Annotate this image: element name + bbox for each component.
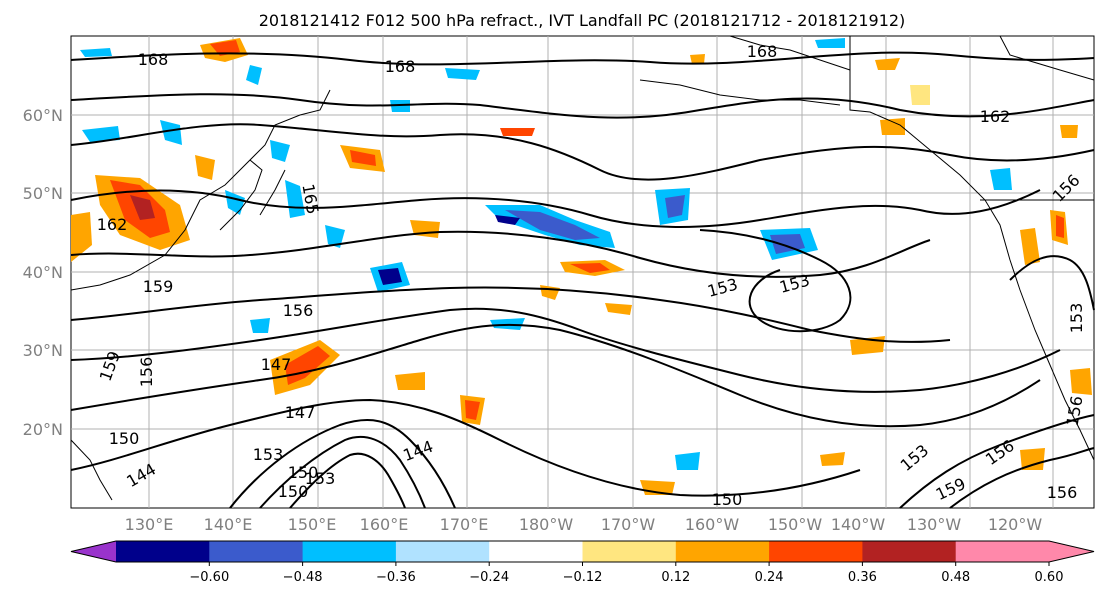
lat-tick: 30°N	[23, 341, 63, 360]
contour-label: 153	[1067, 303, 1086, 334]
contour-label: 159	[143, 277, 174, 296]
lon-tick: 170°E	[440, 515, 489, 534]
lon-tick: 170°W	[601, 515, 656, 534]
lon-tick: 130°E	[125, 515, 174, 534]
colorbar-tick-label: −0.36	[376, 570, 416, 585]
colorbar-segment	[862, 541, 957, 562]
latitude-labels: 60°N 50°N 40°N 30°N 20°N	[23, 106, 63, 439]
contour-label: 162	[97, 215, 128, 234]
colorbar-segment	[116, 541, 210, 562]
contour-label: 150	[109, 429, 140, 448]
colorbar-tick-label: −0.12	[563, 570, 603, 585]
shaded-anomalies	[71, 38, 1092, 495]
lat-tick: 50°N	[23, 184, 63, 203]
colorbar-tick-label: 0.60	[1035, 570, 1064, 585]
contour-label: 156	[1047, 483, 1078, 502]
lon-tick: 120°W	[988, 515, 1043, 534]
colorbar-extend-min	[71, 541, 116, 562]
coastlines	[70, 35, 1095, 501]
colorbar-tick-label: 0.12	[661, 570, 690, 585]
lon-tick: 150°W	[768, 515, 823, 534]
lon-tick: 180°W	[519, 515, 574, 534]
contour-label: 147	[261, 355, 292, 374]
colorbar-segment	[769, 541, 863, 562]
colorbar-segment	[209, 541, 304, 562]
contour-label: 153	[253, 445, 284, 464]
lon-tick: 160°E	[360, 515, 409, 534]
lon-tick: 150°E	[288, 515, 337, 534]
map-panel: 168 168 168 162 165 162 159 156 159 156 …	[70, 35, 1095, 509]
colorbar-segment	[582, 541, 677, 562]
contour-label: 168	[138, 50, 169, 69]
colorbar-extend-max	[1049, 541, 1094, 562]
lon-tick: 130°W	[907, 515, 962, 534]
contour-label: 150	[712, 490, 743, 509]
lon-tick: 140°W	[831, 515, 886, 534]
contour-label: 156	[137, 357, 156, 388]
lon-tick: 140°E	[204, 515, 253, 534]
graticule	[71, 36, 1094, 508]
colorbar-segment	[675, 541, 770, 562]
colorbar-outline	[70, 540, 1095, 563]
colorbar-segment	[395, 541, 490, 562]
colorbar-segment	[489, 541, 583, 562]
height-contours	[70, 51, 1095, 509]
colorbar-tick-label: 0.48	[941, 570, 970, 585]
colorbar-tick-label: −0.60	[189, 570, 229, 585]
lat-tick: 40°N	[23, 263, 63, 282]
contour-label: 156	[283, 301, 314, 320]
colorbar-tick-label: −0.24	[469, 570, 509, 585]
contour-label: 162	[980, 107, 1011, 126]
contour-label: 168	[385, 57, 416, 76]
colorbar-segment	[302, 541, 397, 562]
longitude-labels: 130°E 140°E 150°E 160°E 170°E 180°W 170°…	[125, 515, 1043, 534]
lat-tick: 60°N	[23, 106, 63, 125]
colorbar-tick-label: 0.36	[848, 570, 877, 585]
colorbar-tick-label: −0.48	[283, 570, 323, 585]
contour-label: 168	[747, 42, 778, 61]
colorbar-tick-label: 0.24	[755, 570, 784, 585]
contour-label: 153	[305, 469, 336, 488]
lat-tick: 20°N	[23, 420, 63, 439]
colorbar: −0.60 −0.48 −0.36 −0.24 −0.12 0.12 0.24 0.36 0.4…	[70, 540, 1095, 585]
contour-label: 150	[288, 463, 319, 482]
lon-tick: 160°W	[685, 515, 740, 534]
contour-label: 150	[278, 482, 309, 501]
contour-label: 147	[285, 403, 316, 422]
colorbar-segment	[955, 541, 1050, 562]
map-title: 2018121412 F012 500 hPa refract., IVT La…	[259, 11, 906, 30]
